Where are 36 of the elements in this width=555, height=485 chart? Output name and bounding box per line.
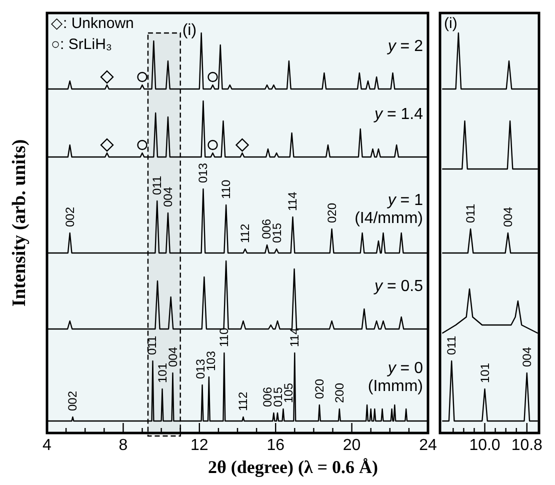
annotation: ○: SrLiH₃ (51, 36, 112, 53)
annotation: 002 (66, 390, 80, 411)
annotation: 020 (324, 202, 339, 223)
annotation: 013 (196, 162, 210, 183)
series-label: y = 0.5 (374, 278, 424, 295)
text: ◇: Unknown (51, 15, 134, 32)
x-tick-label: 10.8 (511, 437, 543, 454)
x-tick-label: 12 (190, 437, 208, 454)
x-tick-label: 8 (118, 437, 128, 454)
series-label: y = 1 (I4/mmm) (354, 192, 424, 227)
annotation: 114 (288, 328, 302, 347)
x-tick-label: 24 (419, 437, 437, 454)
annotation: 011 (444, 336, 459, 355)
annotation: 110 (219, 180, 234, 199)
band-label: (i) (182, 22, 197, 39)
series-label: y = 2 (386, 38, 424, 55)
annotation: 020 (312, 378, 326, 399)
annotation: 114 (286, 192, 300, 211)
series-label: y = 1.4 (374, 106, 424, 123)
x-tick-label: 16 (266, 437, 285, 454)
annotation: 011 (464, 204, 478, 223)
annotation: 011 (145, 336, 160, 355)
series-label: y = 0 (Immm) (368, 360, 424, 395)
x-tick-label: 20 (342, 437, 361, 454)
annotation: 002 (62, 206, 77, 227)
annotation: 101 (478, 362, 492, 383)
text: (i) (444, 15, 458, 32)
annotation: 004 (520, 346, 534, 367)
annotation: 004 (500, 206, 515, 227)
x-tick-label: 10.0 (469, 437, 500, 454)
x-axis-title: 2θ (degree) (λ = 0.6 Å) (208, 457, 378, 477)
annotation: 112 (238, 224, 252, 243)
annotation: 112 (236, 392, 250, 411)
annotation: 200 (332, 382, 346, 403)
x-tick-label: 4 (42, 437, 52, 454)
y-axis-title: Intensity (arb. units) (9, 139, 30, 307)
